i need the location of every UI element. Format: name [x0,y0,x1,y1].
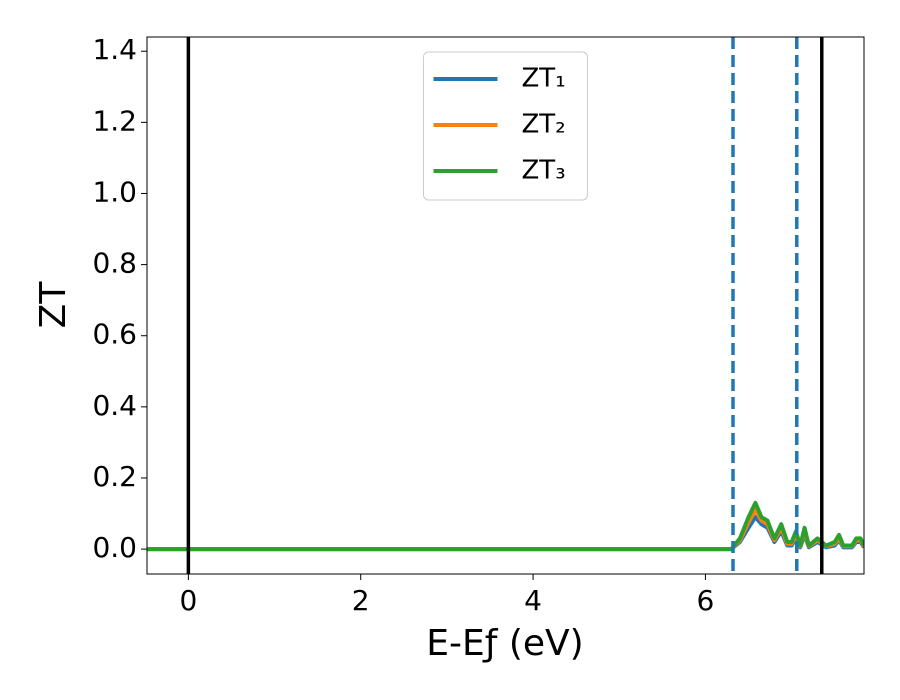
x-axis-label: E-Eƒ (eV) [426,623,583,664]
y-tick-label: 0.0 [92,531,137,564]
x-tick-label: 0 [179,584,197,617]
series-line [147,500,864,552]
y-tick-label: 1.2 [92,104,137,137]
legend-label: ZT₂ [522,110,566,140]
y-tick-label: 1.0 [92,175,137,208]
y-tick-label: 0.8 [92,247,137,280]
x-tick-label: 6 [697,584,715,617]
plot-frame [146,36,865,575]
y-tick-label: 0.2 [92,460,137,493]
y-tick-label: 1.4 [92,33,137,66]
y-axis-label: ZT [33,281,74,329]
x-tick-label: 2 [352,584,370,617]
x-tick-label: 4 [524,584,542,617]
series-line [147,515,864,552]
y-tick-label: 0.6 [92,318,137,351]
y-tick-label: 0.4 [92,389,137,422]
legend-label: ZT₃ [522,156,566,186]
legend-box [423,51,588,201]
legend-label: ZT₁ [522,64,566,94]
series-line [147,507,864,552]
